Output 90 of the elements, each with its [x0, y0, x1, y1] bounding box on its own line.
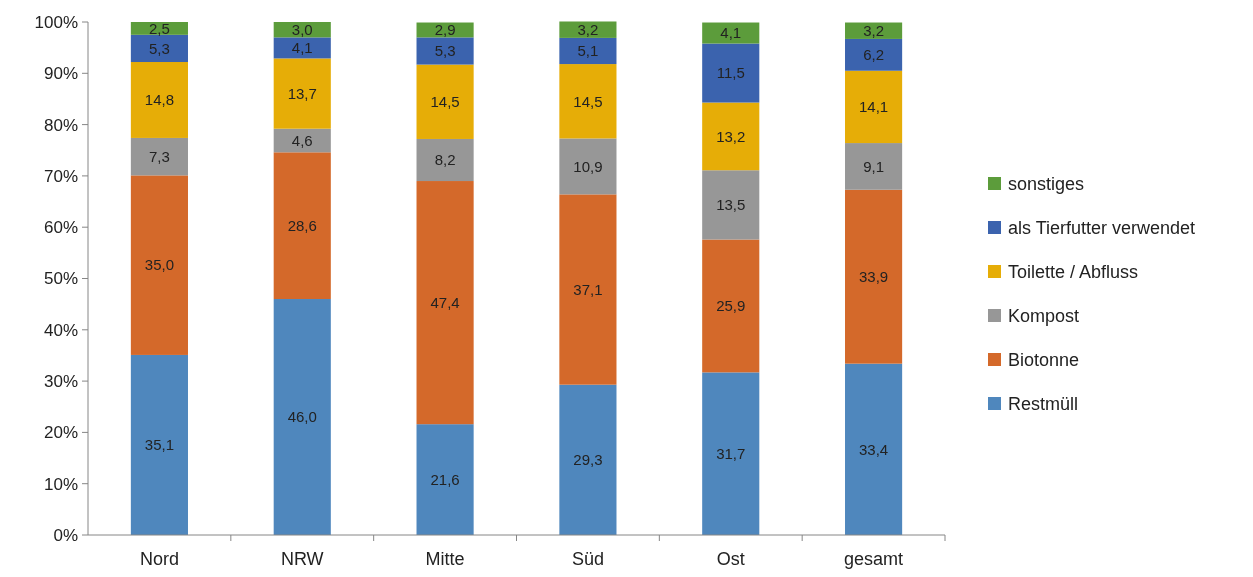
- x-tick-label: Süd: [571, 549, 604, 569]
- bar: [845, 363, 903, 535]
- y-tick-label: 100%: [34, 12, 78, 32]
- legend-label: als Tierfutter verwendet: [1008, 218, 1196, 239]
- data-label: 21,6: [430, 470, 460, 488]
- data-label: 4,1: [291, 39, 313, 57]
- data-label: 14,8: [144, 91, 175, 109]
- bar: [130, 137, 188, 176]
- bar: [416, 181, 474, 425]
- y-tick-label: 80%: [43, 115, 78, 135]
- data-label: 37,1: [573, 280, 603, 298]
- x-tick-label: gesamt: [844, 549, 904, 569]
- data-label: 3,2: [577, 20, 599, 38]
- data-label: 33,4: [858, 440, 889, 458]
- bar: [273, 299, 331, 535]
- bar: [273, 37, 331, 59]
- x-tick-label: NRW: [280, 549, 324, 569]
- x-tick-label: Nord: [139, 549, 179, 569]
- data-label: 5,3: [148, 39, 170, 57]
- data-label: 25,9: [716, 297, 746, 315]
- bar: [273, 58, 331, 129]
- bar: [845, 70, 903, 144]
- y-tick-label: 20%: [43, 423, 78, 443]
- data-label: 13,5: [716, 196, 746, 214]
- data-label: 9,1: [863, 157, 885, 175]
- y-tick-label: 50%: [43, 269, 78, 289]
- legend-label: Toilette / Abfluss: [1008, 262, 1139, 283]
- y-tick-label: 10%: [43, 474, 78, 494]
- data-label: 35,0: [144, 256, 175, 274]
- data-label: 47,4: [430, 293, 460, 311]
- bar: [416, 138, 474, 182]
- bar: [559, 37, 617, 65]
- bar: [845, 189, 903, 364]
- bar: [702, 170, 760, 240]
- y-tick-label: 60%: [43, 218, 78, 238]
- x-tick-label: Ost: [716, 549, 745, 569]
- y-tick-label: 90%: [43, 64, 78, 84]
- data-label: 11,5: [716, 64, 745, 82]
- legend-label: sonstiges: [1008, 174, 1085, 195]
- data-label: 4,6: [291, 131, 313, 149]
- bar: [130, 354, 188, 535]
- bar: [559, 194, 617, 385]
- data-label: 46,0: [287, 408, 317, 426]
- data-label: 35,1: [144, 436, 175, 454]
- bar: [845, 38, 903, 71]
- bar: [702, 239, 760, 373]
- y-tick-label: 0%: [53, 525, 78, 545]
- bar: [273, 152, 331, 300]
- bar: [130, 34, 188, 63]
- bar: [416, 37, 474, 65]
- data-label: 5,3: [434, 42, 456, 60]
- y-tick-label: 40%: [43, 320, 78, 340]
- bar: [416, 424, 474, 535]
- data-label: 14,5: [573, 92, 603, 110]
- data-label: 28,6: [287, 216, 317, 234]
- bar: [559, 21, 617, 38]
- bar: [559, 384, 617, 535]
- bar: [702, 43, 760, 103]
- data-label: 13,2: [716, 127, 746, 145]
- data-label: 33,9: [858, 267, 889, 285]
- data-label: 10,9: [573, 157, 603, 175]
- bar: [130, 175, 188, 355]
- bar: [559, 138, 617, 195]
- y-tick-label: 30%: [43, 372, 78, 392]
- bar: [702, 102, 760, 171]
- legend-label: Biotonne: [1008, 350, 1080, 371]
- data-label: 2,9: [434, 21, 456, 39]
- data-label: 7,3: [148, 147, 170, 165]
- bar: [559, 64, 617, 139]
- legend-label: Kompost: [1008, 306, 1080, 327]
- data-label: 31,7: [716, 444, 746, 462]
- data-label: 6,2: [863, 46, 885, 64]
- data-label: 3,0: [291, 20, 313, 38]
- x-tick-label: Mitte: [425, 549, 465, 569]
- data-label: 4,1: [720, 24, 742, 42]
- bar: [130, 62, 188, 138]
- data-label: 14,1: [858, 98, 889, 116]
- data-label: 3,2: [863, 21, 885, 39]
- y-tick-label: 70%: [43, 166, 78, 186]
- data-label: 29,3: [573, 451, 603, 469]
- bar: [416, 64, 474, 139]
- data-label: 5,1: [577, 42, 599, 60]
- data-label: 8,2: [434, 151, 456, 169]
- data-label: 2,5: [148, 19, 170, 37]
- bar: [702, 372, 760, 535]
- bar: [845, 143, 903, 190]
- bar: [702, 22, 760, 44]
- data-label: 13,7: [287, 84, 317, 102]
- data-label: 14,5: [430, 93, 460, 111]
- legend-label: Restmüll: [1008, 394, 1079, 415]
